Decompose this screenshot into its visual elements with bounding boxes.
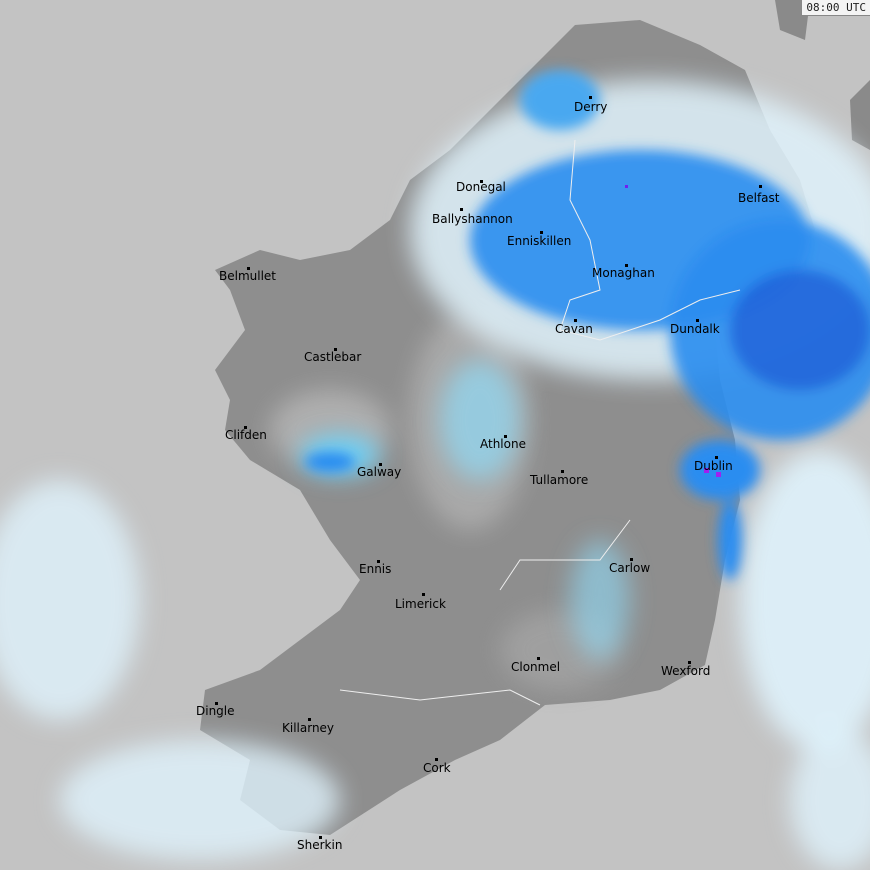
city-marker [247, 267, 250, 270]
city-marker [688, 661, 691, 664]
city-label-galway: Galway [357, 465, 402, 479]
city-label-belmullet: Belmullet [219, 269, 276, 283]
city-marker [215, 702, 218, 705]
city-label-ballyshannon: Ballyshannon [432, 212, 513, 226]
city-marker [589, 96, 592, 99]
city-marker [422, 593, 425, 596]
city-marker [540, 231, 543, 234]
city-label-cavan: Cavan [555, 322, 593, 336]
city-label-sherkin: Sherkin [297, 838, 343, 852]
city-label-tullamore: Tullamore [530, 473, 589, 487]
city-marker [379, 463, 382, 466]
city-marker [504, 435, 507, 438]
city-marker [630, 558, 633, 561]
city-label-clifden: Clifden [225, 428, 267, 442]
city-marker [319, 836, 322, 839]
city-label-enniskillen: Enniskillen [507, 234, 572, 248]
city-label-cork: Cork [423, 761, 451, 775]
city-marker [435, 758, 438, 761]
city-marker [460, 208, 463, 211]
city-label-monaghan: Monaghan [592, 266, 655, 280]
city-marker [696, 319, 699, 322]
city-marker [625, 264, 628, 267]
city-label-clonmel: Clonmel [511, 660, 561, 674]
city-marker [308, 718, 311, 721]
city-label-belfast: Belfast [738, 191, 780, 205]
city-marker [537, 657, 540, 660]
city-label-wexford: Wexford [661, 664, 711, 678]
city-label-dublin: Dublin [694, 459, 733, 473]
city-label-ennis: Ennis [359, 562, 392, 576]
city-marker [244, 426, 247, 429]
city-label-limerick: Limerick [395, 597, 446, 611]
borders [339, 139, 741, 706]
city-label-derry: Derry [574, 100, 608, 114]
city-marker [334, 348, 337, 351]
city-label-castlebar: Castlebar [304, 350, 362, 364]
city-marker [715, 456, 718, 459]
city-marker [561, 470, 564, 473]
city-label-carlow: Carlow [609, 561, 651, 575]
city-label-donegal: Donegal [456, 180, 506, 194]
city-label-athlone: Athlone [480, 437, 526, 451]
timestamp-label: 08:00 UTC [801, 0, 870, 16]
city-label-dundalk: Dundalk [670, 322, 720, 336]
city-marker [759, 185, 762, 188]
radar-precipitation [0, 70, 870, 870]
city-label-killarney: Killarney [282, 721, 335, 735]
city-marker [574, 319, 577, 322]
city-marker [480, 180, 483, 183]
city-marker [377, 560, 380, 563]
city-label-dingle: Dingle [196, 704, 235, 718]
